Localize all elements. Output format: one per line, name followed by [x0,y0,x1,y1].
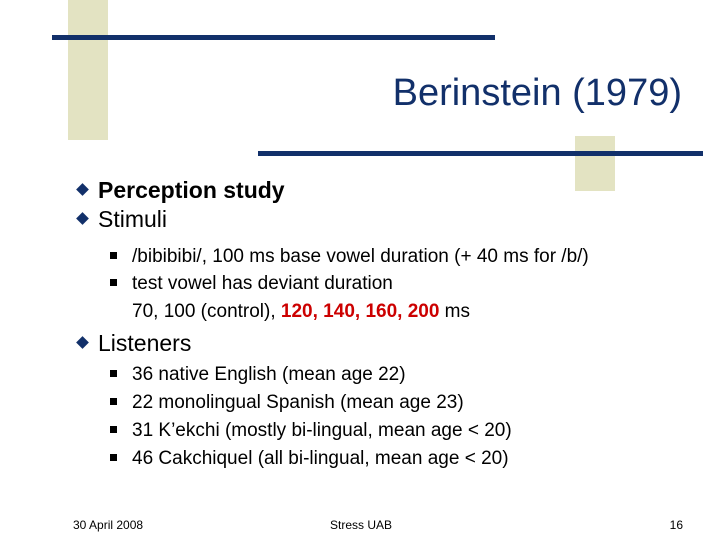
sub-bullet-listeners-3: 31 K’ekchi (mostly bi-lingual, mean age … [110,420,512,442]
footer-page-number: 16 [669,518,683,532]
square-bullet-icon [110,398,117,405]
bullet-text: 31 K’ekchi (mostly bi-lingual, mean age … [132,420,512,441]
diamond-bullet-icon [76,183,89,196]
sub-bullet-listeners-4: 46 Cakchiquel (all bi-lingual, mean age … [110,448,509,470]
sub-bullet-stimuli-2: test vowel has deviant duration [110,273,393,295]
bullet-stimuli: Stimuli [76,206,168,233]
sub-bullet-stimuli-2-continuation: 70, 100 (control), 120, 140, 160, 200 ms [132,301,470,323]
bullet-text: 36 native English (mean age 22) [132,364,406,385]
bullet-text: /bibibibi/, 100 ms base vowel duration (… [132,246,589,267]
diamond-bullet-icon [76,336,89,349]
decorative-block-right [575,136,615,191]
durations-unit: ms [439,301,471,322]
slide-title: Berinstein (1979) [392,72,682,114]
sub-bullet-listeners-2: 22 monolingual Spanish (mean age 23) [110,392,464,414]
footer-date: 30 April 2008 [73,518,144,532]
title-rule-bottom [258,151,703,156]
footer-center-text: Stress UAB [330,518,393,532]
durations-highlighted: 120, 140, 160, 200 [280,301,440,322]
square-bullet-icon [110,454,117,461]
bullet-perception-study: Perception study [76,177,285,204]
bullet-text: 46 Cakchiquel (all bi-lingual, mean age … [132,448,509,469]
square-bullet-icon [110,252,117,259]
sub-bullet-stimuli-1: /bibibibi/, 100 ms base vowel duration (… [110,246,589,268]
square-bullet-icon [110,279,117,286]
diamond-bullet-icon [76,212,89,225]
durations-plain: 70, 100 (control), [132,301,281,322]
bullet-text: 22 monolingual Spanish (mean age 23) [132,392,464,413]
bullet-listeners: Listeners [76,330,192,357]
bullet-text: Stimuli [98,206,168,232]
sub-bullet-listeners-1: 36 native English (mean age 22) [110,364,406,386]
decorative-block-left [68,0,108,140]
bullet-text: test vowel has deviant duration [132,273,393,294]
square-bullet-icon [110,426,117,433]
title-rule-top [52,35,495,40]
square-bullet-icon [110,370,117,377]
bullet-text: Listeners [98,330,192,356]
bullet-text: Perception study [98,177,285,203]
